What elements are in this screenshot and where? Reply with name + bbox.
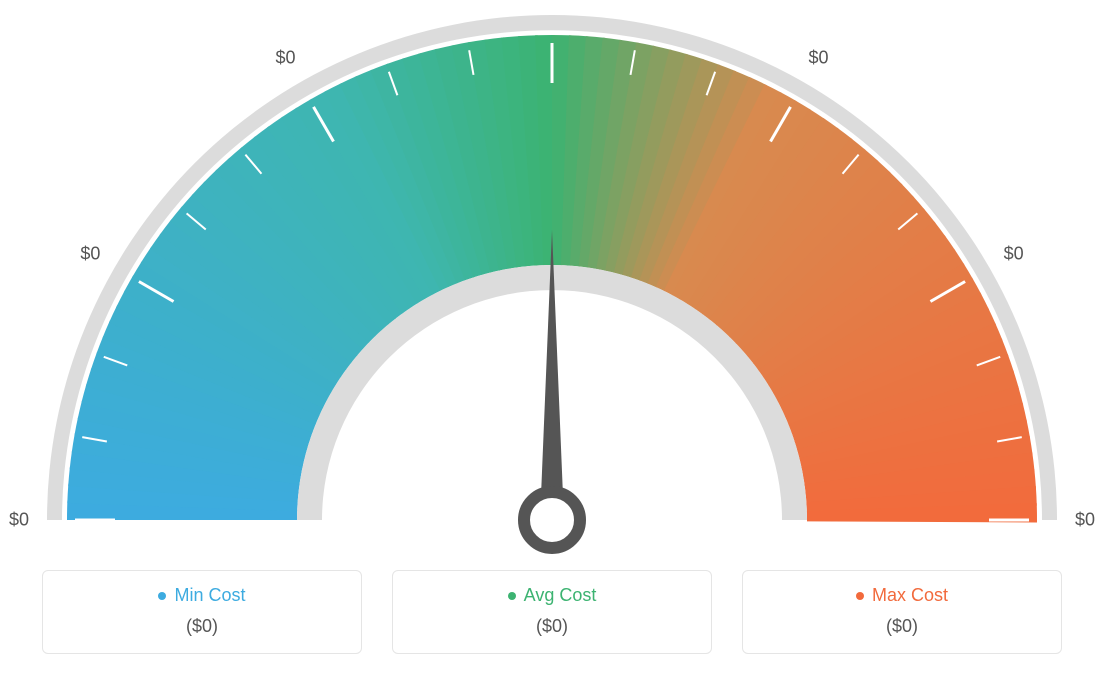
legend-label-max: Max Cost <box>753 585 1051 606</box>
gauge-svg <box>0 0 1104 560</box>
legend-dot-min <box>158 592 166 600</box>
legend-card-max: Max Cost ($0) <box>742 570 1062 654</box>
legend-text-avg: Avg Cost <box>524 585 597 606</box>
gauge-tick-label: $0 <box>808 48 828 69</box>
legend-card-avg: Avg Cost ($0) <box>392 570 712 654</box>
gauge-tick-label: $0 <box>275 48 295 69</box>
legend-value-avg: ($0) <box>403 616 701 637</box>
gauge-tick-label: $0 <box>80 243 100 264</box>
legend-dot-max <box>856 592 864 600</box>
legend-label-avg: Avg Cost <box>403 585 701 606</box>
gauge-tick-label: $0 <box>9 510 29 531</box>
legend-row: Min Cost ($0) Avg Cost ($0) Max Cost ($0… <box>0 570 1104 654</box>
cost-gauge-container: $0$0$0$0$0$0$0 Min Cost ($0) Avg Cost ($… <box>0 0 1104 690</box>
legend-dot-avg <box>508 592 516 600</box>
gauge-tick-label: $0 <box>1075 510 1095 531</box>
gauge-chart: $0$0$0$0$0$0$0 <box>0 0 1104 560</box>
legend-value-max: ($0) <box>753 616 1051 637</box>
legend-text-max: Max Cost <box>872 585 948 606</box>
gauge-tick-label: $0 <box>1004 243 1024 264</box>
legend-label-min: Min Cost <box>53 585 351 606</box>
legend-value-min: ($0) <box>53 616 351 637</box>
legend-text-min: Min Cost <box>174 585 245 606</box>
legend-card-min: Min Cost ($0) <box>42 570 362 654</box>
